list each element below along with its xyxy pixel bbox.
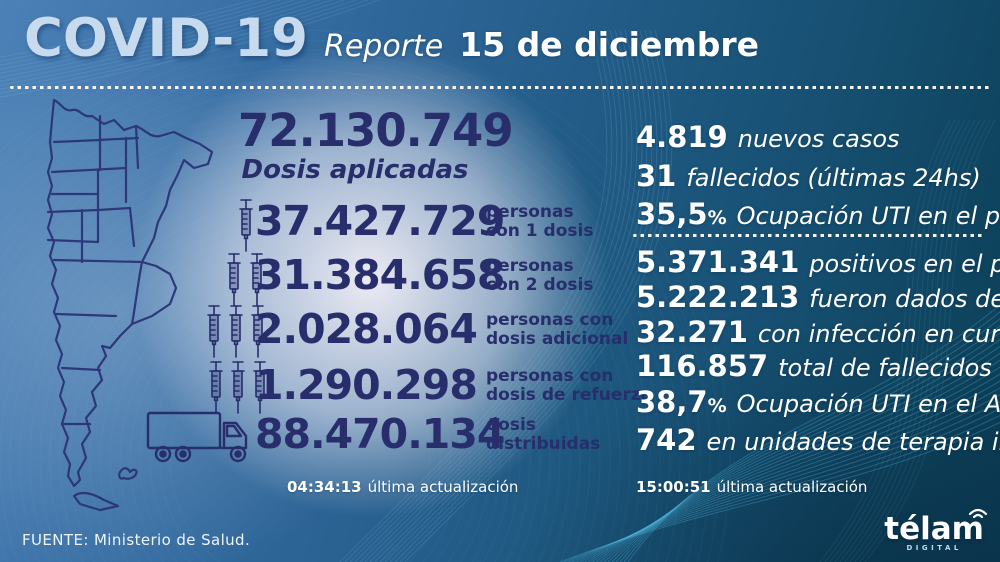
stat-dosis-adicional: 2.028.064 personas con dosis adicional: [255, 309, 628, 350]
stat-label: con infección en curso: [757, 320, 1000, 348]
stat-value: 32.271: [636, 315, 748, 349]
stat-value: 37.427.729: [255, 197, 505, 245]
stat-label: dosis distribuidas: [486, 414, 601, 454]
stat-positivos: 5.371.341 positivos en el país: [636, 245, 1000, 279]
stat-value: 5.222.213: [636, 280, 800, 314]
page-title: COVID-19: [24, 8, 308, 69]
stat-value: 38,7: [636, 385, 708, 419]
stat-value: 4.819: [636, 120, 728, 154]
stat-2-dosis: 31.384.658 personas con 2 dosis: [255, 255, 593, 296]
stat-label: Ocupación UTI en el AMBA: [736, 390, 1000, 418]
logo-sub-text: DIGITAL: [906, 544, 962, 552]
vaccine-icons: [146, 199, 267, 463]
stat-value: 1.290.298: [255, 361, 478, 409]
wifi-signal-icon: [968, 508, 988, 519]
stat-1-dosis: 37.427.729 personas con 1 dosis: [255, 201, 593, 242]
argentina-map-icon: [46, 98, 214, 512]
stat-value: 88.470.134: [255, 410, 505, 458]
header: COVID-19 Reporte 15 de diciembre: [24, 8, 759, 69]
update-label: última actualización: [716, 478, 868, 496]
stat-value: 116.857: [636, 349, 769, 383]
stat-fallecidos-24hs: 31 fallecidos (últimas 24hs): [636, 159, 981, 193]
stat-value: 31: [636, 159, 677, 193]
stat-dosis-distribuidas: 88.470.134 dosis distribuidas: [255, 414, 600, 455]
stat-label: nuevos casos: [737, 125, 900, 153]
stat-label: personas con dosis de refuerzo: [486, 365, 653, 405]
stat-uti-pais: 35,5%Ocupación UTI en el país: [636, 197, 1000, 231]
stat-value: 31.384.658: [255, 251, 505, 299]
stat-value: 2.028.064: [255, 305, 478, 353]
update-time: 15:00:51: [636, 478, 711, 496]
stat-label: fallecidos (últimas 24hs): [686, 164, 981, 192]
stat-total-fallecidos: 116.857 total de fallecidos: [636, 349, 992, 383]
vaccination-last-update: 04:34:13 última actualización: [287, 478, 518, 496]
stat-terapia-intensiva: 742 en unidades de terapia intensiva: [636, 423, 1000, 457]
stat-uti-amba: 38,7%Ocupación UTI en el AMBA: [636, 385, 1000, 419]
stat-value: 5.371.341: [636, 245, 800, 279]
telam-logo: télam DIGITAL: [884, 508, 988, 552]
stat-dados-de-alta: 5.222.213 fueron dados de alta: [636, 280, 1000, 314]
stat-dosis-refuerzo: 1.290.298 personas con dosis de refuerzo: [255, 365, 652, 406]
update-label: última actualización: [367, 478, 519, 496]
cases-last-update: 15:00:51 última actualización: [636, 478, 867, 496]
stat-dosis-aplicadas: 72.130.749 Dosis aplicadas: [238, 104, 514, 185]
stat-label: total de fallecidos: [778, 354, 992, 382]
source-note: FUENTE: Ministerio de Salud.: [22, 531, 251, 549]
stat-nuevos-casos: 4.819 nuevos casos: [636, 120, 900, 154]
stat-value: 742: [636, 423, 697, 457]
stat-label: fueron dados de alta: [809, 285, 1000, 313]
report-subtitle: Reporte: [324, 29, 444, 64]
stat-label: personas con dosis adicional: [486, 309, 629, 349]
stat-value: 72.130.749: [238, 104, 514, 157]
stat-label: Dosis aplicadas: [241, 155, 469, 185]
report-date: 15 de diciembre: [459, 25, 760, 64]
stat-value: 35,5: [636, 197, 708, 231]
syringe-icon: [239, 199, 253, 252]
stat-label: positivos en el país: [809, 250, 1000, 278]
cases-divider: [633, 234, 985, 237]
header-divider: [10, 86, 990, 89]
stat-label: personas con 1 dosis: [486, 201, 594, 241]
truck-icon: [146, 411, 248, 463]
stat-infeccion-en-curso: 32.271 con infección en curso: [636, 315, 1000, 349]
logo-brand-text: télam: [884, 511, 984, 547]
stat-label: personas con 2 dosis: [486, 255, 594, 295]
update-time: 04:34:13: [287, 478, 362, 496]
stat-label: Ocupación UTI en el país: [736, 202, 1000, 230]
stat-label: en unidades de terapia intensiva: [706, 428, 1000, 456]
